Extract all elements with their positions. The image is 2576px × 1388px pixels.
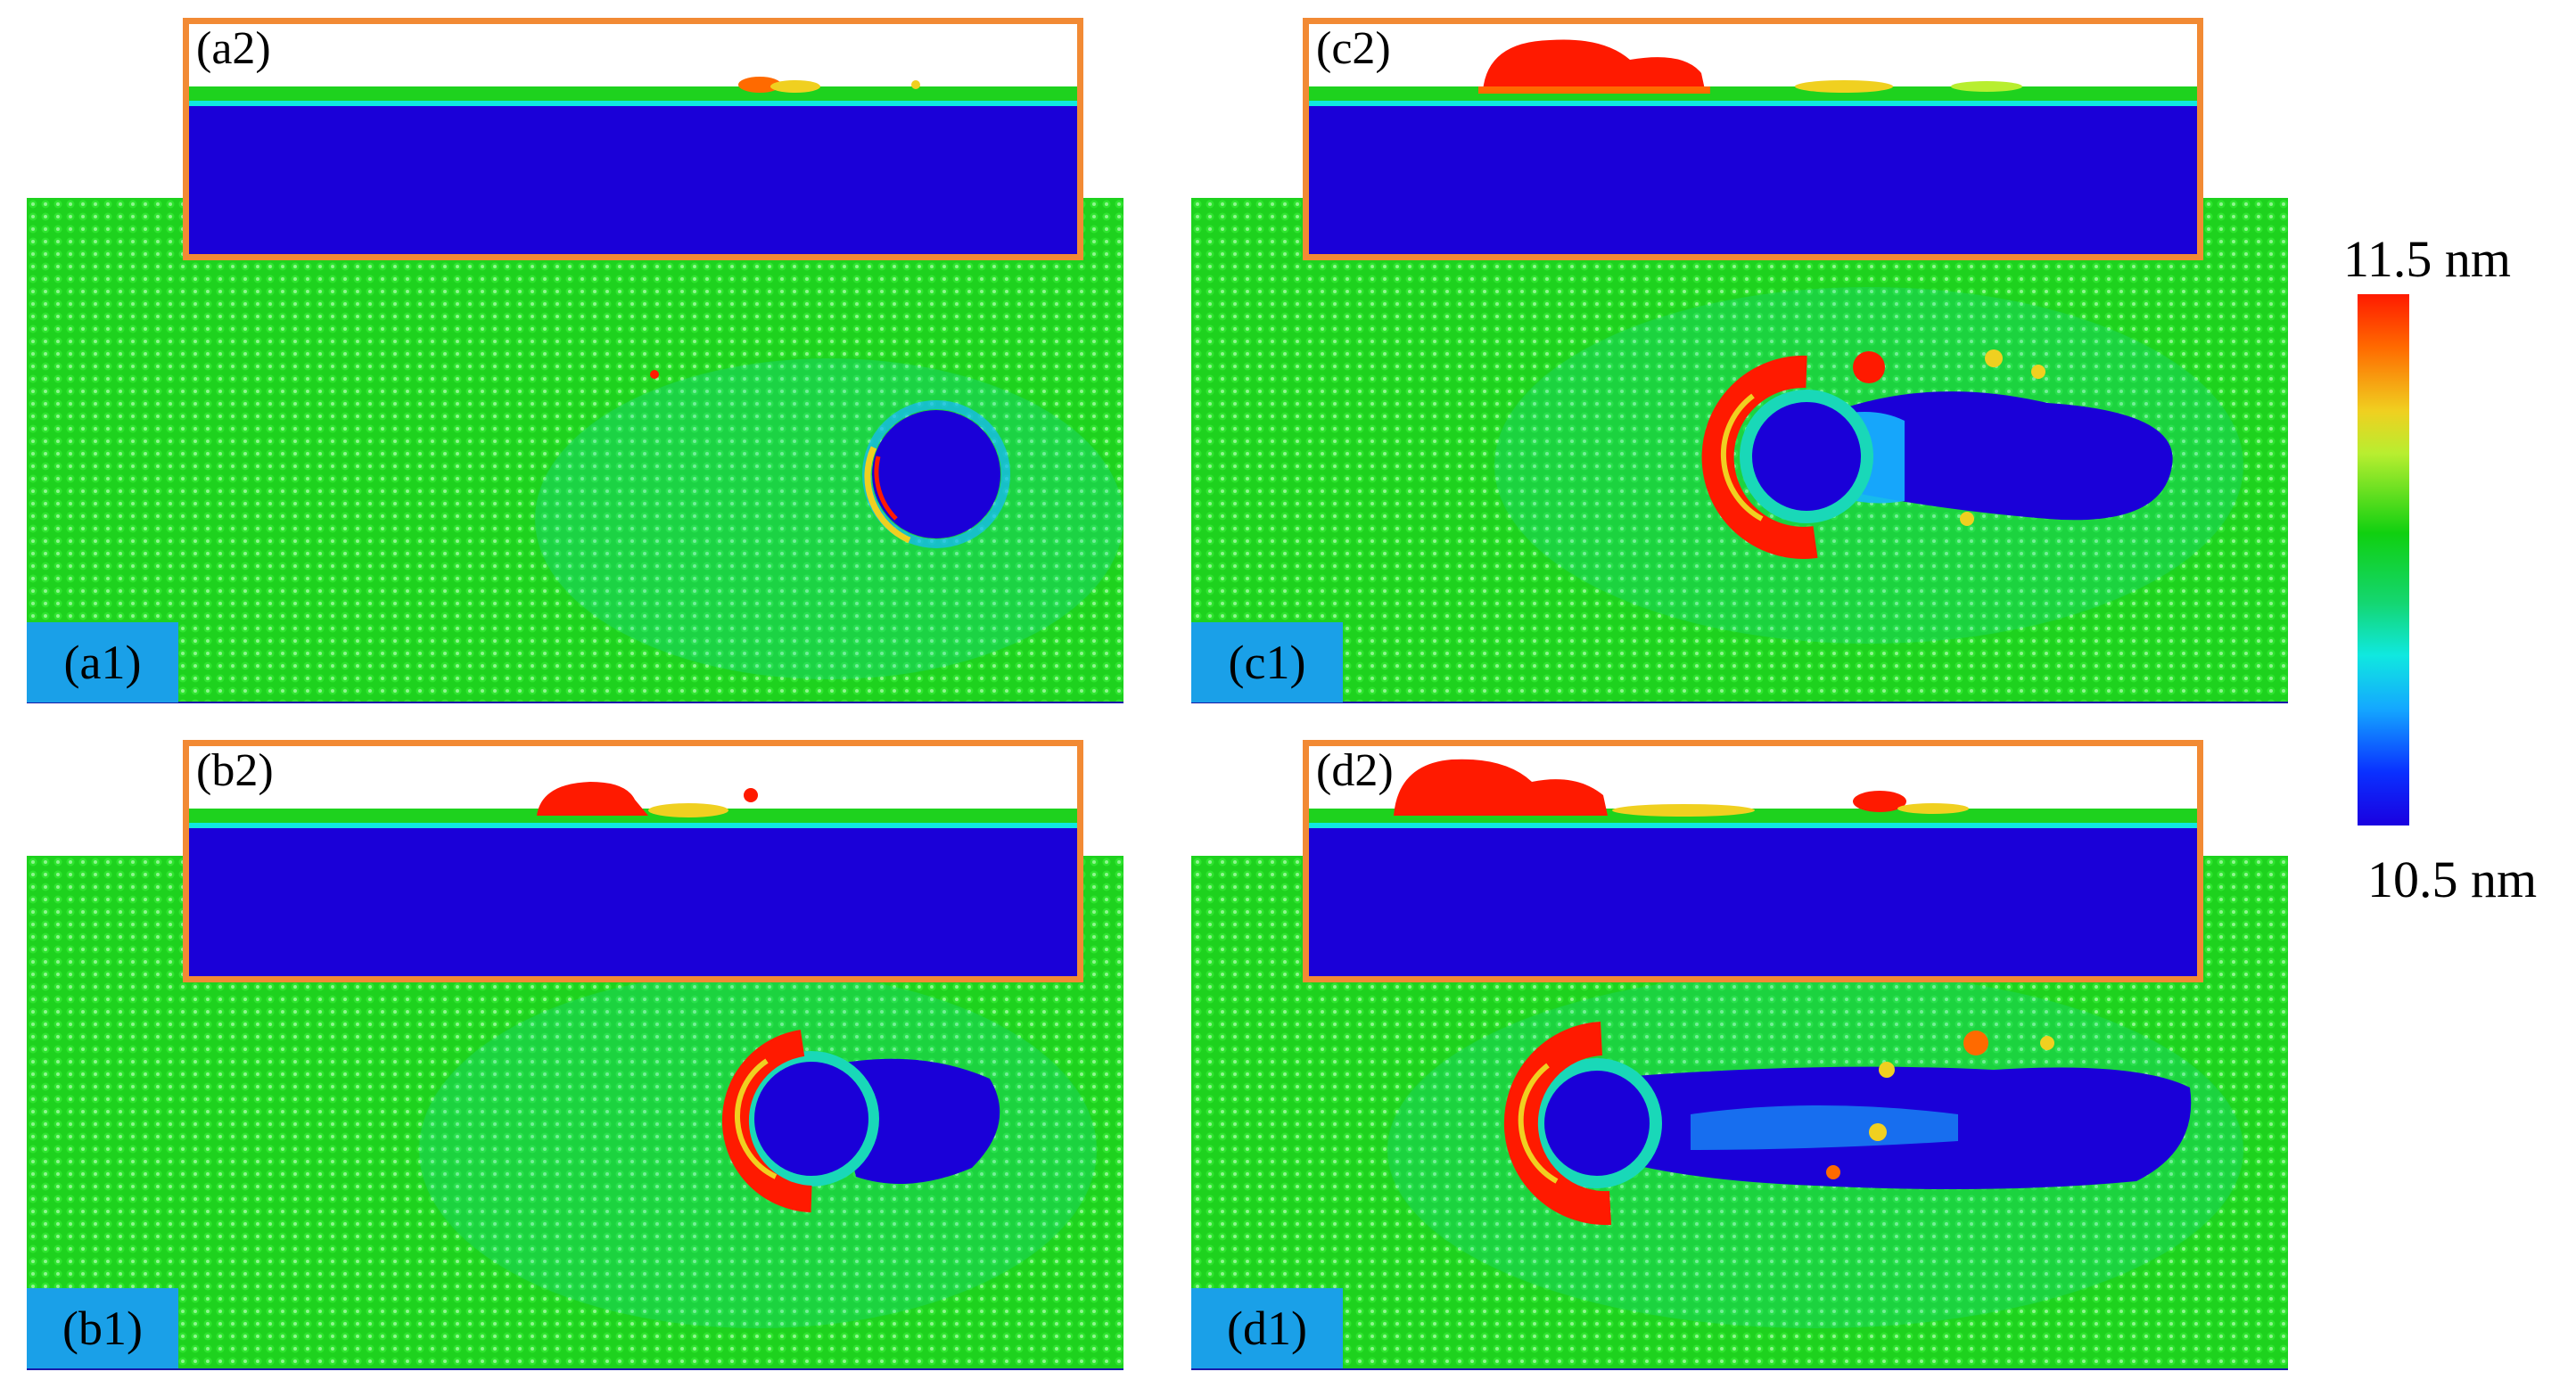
inset-label-c: (c2) [1316, 23, 1391, 74]
panel-d: (d2) (d1) [1191, 740, 2288, 1382]
panel-label-b: (b1) [27, 1288, 178, 1368]
cross-section-a [189, 77, 1077, 254]
cross-section-c [1309, 39, 2197, 254]
inset-label-b: (b2) [196, 745, 274, 796]
cross-section-b [189, 782, 1077, 976]
surface-map-a [27, 198, 1123, 702]
inset-label-d: (d2) [1316, 745, 1394, 796]
inset-label-a: (a2) [196, 23, 271, 74]
inset-d: (d2) [1303, 740, 2203, 982]
panel-label-d: (d1) [1191, 1288, 1343, 1368]
panel-c: (c2) (c1) [1191, 18, 2288, 713]
surface-map-c [1191, 198, 2288, 702]
inset-b: (b2) [183, 740, 1083, 982]
top-view-a [27, 198, 1123, 703]
inset-c: (c2) [1303, 18, 2203, 260]
height-colorbar [2358, 294, 2409, 825]
panel-label-a: (a1) [27, 622, 178, 702]
panel-a: (a2) (a1) [27, 18, 1123, 713]
colorbar-max-label: 11.5 nm [2343, 230, 2511, 288]
panel-b: (b2) (b1) [27, 740, 1123, 1382]
panel-label-c: (c1) [1191, 622, 1343, 702]
cross-section-d [1309, 759, 2197, 976]
top-view-c [1191, 198, 2288, 703]
inset-a: (a2) [183, 18, 1083, 260]
colorbar-min-label: 10.5 nm [2367, 850, 2538, 908]
